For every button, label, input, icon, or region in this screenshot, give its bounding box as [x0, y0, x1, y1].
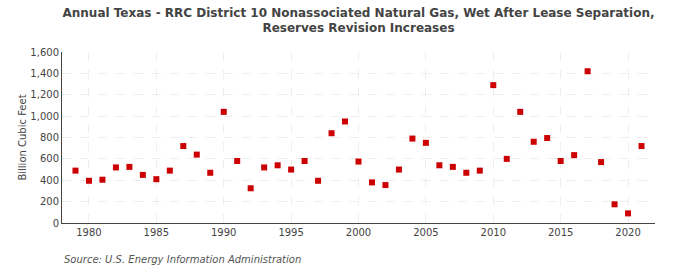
svg-text:1990: 1990: [211, 227, 236, 238]
svg-text:2020: 2020: [615, 227, 640, 238]
svg-text:Billion Cubic Feet: Billion Cubic Feet: [17, 94, 28, 180]
svg-text:200: 200: [40, 196, 59, 207]
svg-text:1,600: 1,600: [30, 47, 59, 58]
svg-text:Annual Texas - RRC District 10: Annual Texas - RRC District 10 Nonassoci…: [62, 6, 654, 36]
svg-text:2010: 2010: [481, 227, 506, 238]
svg-text:800: 800: [40, 132, 59, 143]
svg-text:1980: 1980: [76, 227, 101, 238]
svg-text:0: 0: [53, 218, 59, 229]
svg-text:400: 400: [40, 175, 59, 186]
svg-text:1,000: 1,000: [30, 111, 59, 122]
svg-text:2005: 2005: [413, 227, 438, 238]
svg-text:2000: 2000: [346, 227, 371, 238]
svg-text:2015: 2015: [548, 227, 573, 238]
svg-text:1,200: 1,200: [30, 89, 59, 100]
svg-text:1,400: 1,400: [30, 68, 59, 79]
svg-text:600: 600: [40, 153, 59, 164]
svg-text:1995: 1995: [278, 227, 303, 238]
svg-text:1985: 1985: [144, 227, 169, 238]
svg-text:Source: U.S. Energy Informatio: Source: U.S. Energy Information Administ…: [64, 254, 301, 265]
